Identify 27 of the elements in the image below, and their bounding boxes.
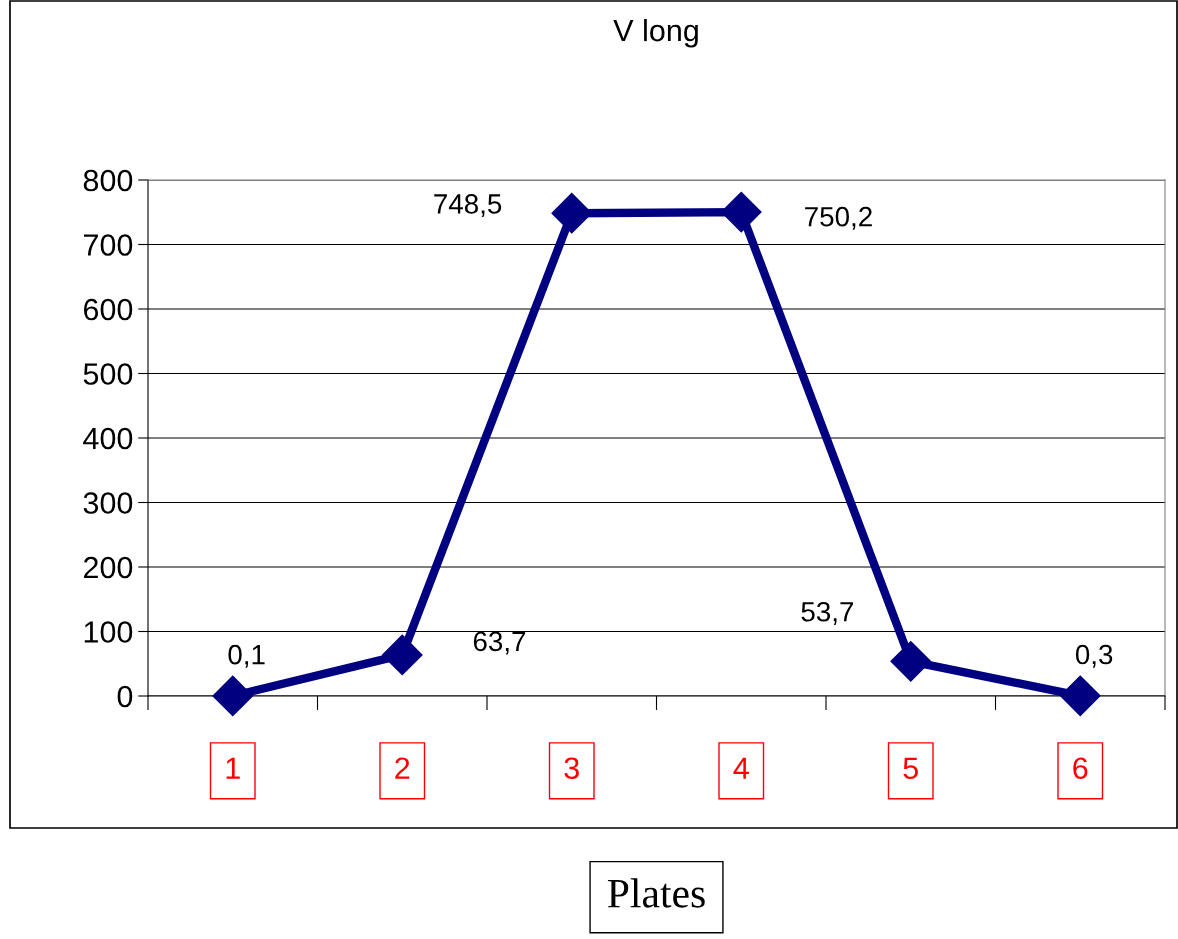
y-tick-label: 100 [84,621,133,643]
y-tick-label: 400 [83,427,133,450]
y-tick-label: 500 [83,363,133,385]
chart-title: V long [613,18,698,48]
data-label: 0,3 [1075,644,1113,668]
x-tick-label: 5 [903,757,918,780]
data-label: 750,2 [805,206,872,230]
x-tick-label: 2 [395,757,410,779]
y-tick-label: 0 [117,685,133,708]
point [1059,675,1101,717]
y-tick-label: 600 [83,298,133,321]
point [890,641,932,682]
y-tick-label: 800 [83,169,133,192]
x-tick-label: 1 [226,757,240,779]
x-tick-label: 4 [733,757,749,779]
y-tick-label: 200 [83,556,133,579]
point [212,675,254,717]
data-label: 748,5 [434,194,502,218]
y-tick-label: 300 [83,492,133,514]
data-label: 53,7 [801,601,854,625]
x-axis-title: Plates [607,878,705,908]
x-tick-label: 6 [1073,757,1088,780]
point [381,634,423,676]
data-label: 63,7 [473,631,526,655]
x-tick-label: 3 [564,757,579,780]
y-tick-label: 700 [84,234,133,256]
data-label: 0,1 [228,644,265,668]
